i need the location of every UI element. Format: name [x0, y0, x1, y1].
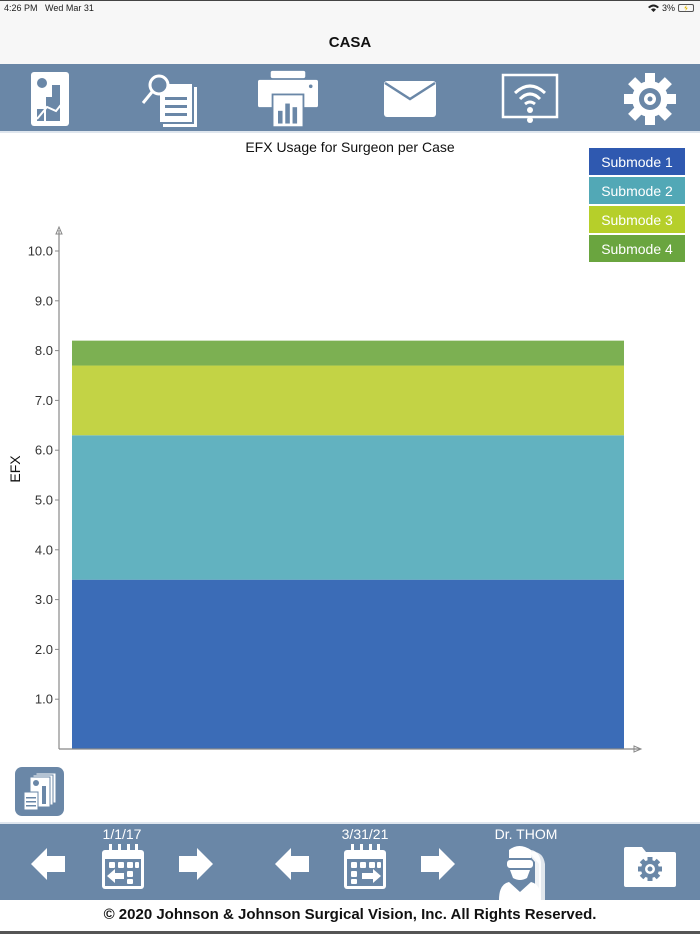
print-button[interactable] — [258, 68, 318, 130]
battery-percent: 3% — [661, 3, 675, 13]
y-tick-label: 4.0 — [35, 542, 53, 557]
end-date-next-button[interactable] — [420, 848, 456, 880]
y-tick-label: 2.0 — [35, 642, 53, 657]
end-date-previous-button[interactable] — [274, 848, 310, 880]
y-tick-label: 3.0 — [35, 592, 53, 607]
status-right: 3% — [647, 3, 694, 13]
y-tick-label: 7.0 — [35, 393, 53, 408]
wireless-display-button[interactable] — [500, 68, 560, 130]
bar-segment-1 — [72, 579, 624, 749]
bar-segment-4 — [72, 340, 624, 366]
status-bar: 4:26 PM Wed Mar 31 3% CASA — [0, 0, 700, 64]
calendar-forward-icon — [344, 844, 386, 889]
arrow-left-icon — [275, 848, 309, 880]
end-date-calendar-button[interactable] — [342, 844, 388, 890]
x-axis-arrow — [633, 745, 643, 753]
toolbar — [0, 64, 700, 133]
calendar-back-icon — [102, 844, 144, 889]
reports-stack-icon — [23, 772, 56, 810]
legend-item-submode-3: Submode 3 — [589, 206, 685, 233]
chart-title: EFX Usage for Surgeon per Case — [245, 139, 455, 155]
start-date-previous-button[interactable] — [30, 848, 66, 880]
legend-item-submode-4: Submode 4 — [589, 235, 685, 262]
mail-icon — [384, 81, 436, 117]
print-icon — [258, 70, 318, 129]
arrow-right-icon — [179, 848, 213, 880]
search-documents-icon — [141, 74, 197, 127]
bar-segment-3 — [72, 365, 624, 436]
y-tick-label: 8.0 — [35, 343, 53, 358]
surgeon-group-icon — [499, 846, 545, 900]
end-date-label: 3/31/21 — [341, 826, 389, 842]
copyright-footer: © 2020 Johnson & Johnson Surgical Vision… — [103, 906, 597, 923]
folder-gear-icon — [624, 847, 676, 887]
y-tick-label: 5.0 — [35, 493, 53, 508]
wifi-icon — [647, 4, 659, 12]
reports-list-button[interactable] — [15, 767, 64, 816]
legend-item-submode-1: Submode 1 — [589, 148, 685, 175]
y-axis-label: EFX — [7, 455, 23, 483]
chart-legend: Submode 1 Submode 2 Submode 3 Submode 4 — [589, 148, 685, 264]
y-tick-label: 1.0 — [35, 692, 53, 707]
bar-segment-2 — [72, 435, 624, 580]
folder-settings-button[interactable] — [624, 846, 676, 888]
gear-icon — [624, 73, 676, 125]
arrow-right-icon — [421, 848, 455, 880]
battery-icon — [678, 4, 694, 12]
start-date-calendar-button[interactable] — [100, 844, 146, 890]
settings-button[interactable] — [620, 68, 680, 130]
status-time: 4:26 PM Wed Mar 31 — [4, 3, 94, 13]
start-date-next-button[interactable] — [178, 848, 214, 880]
y-axis-arrow — [55, 225, 63, 235]
bottom-divider — [0, 931, 700, 934]
start-date-label: 1/1/17 — [102, 826, 142, 842]
surgeon-select-button[interactable] — [498, 844, 552, 900]
surgeon-name-label: Dr. THOM — [494, 826, 558, 842]
wireless-display-icon — [501, 73, 559, 123]
search-documents-button[interactable] — [140, 68, 200, 130]
report-chart-icon — [31, 72, 69, 126]
app-title: CASA — [328, 34, 372, 51]
arrow-left-icon — [31, 848, 65, 880]
y-tick-label: 9.0 — [35, 293, 53, 308]
y-tick-label: 10.0 — [28, 244, 53, 259]
stacked-bar-chart: 1.0 2.0 3.0 4.0 5.0 6.0 7.0 8.0 9.0 10.0 EFX — [7, 225, 643, 753]
bottom-bar: 1/1/17 3/31/21 Dr. THOM — [0, 822, 700, 900]
report-chart-button[interactable] — [20, 68, 80, 130]
legend-item-submode-2: Submode 2 — [589, 177, 685, 204]
y-tick-label: 6.0 — [35, 443, 53, 458]
email-button[interactable] — [380, 68, 440, 130]
